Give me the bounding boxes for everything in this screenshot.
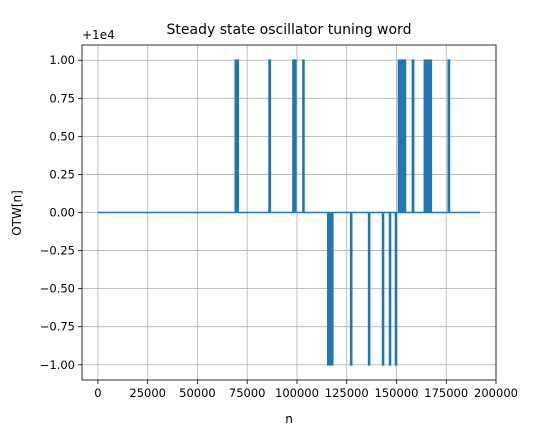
x-tick-label: 25000 (129, 386, 166, 400)
y-tick-label: −0.75 (40, 320, 75, 334)
x-axis: 0 25000 50000 75000 100000 125000 150000 175000… (94, 380, 518, 400)
x-axis-label: n (285, 412, 293, 426)
y-tick-label: −1.00 (40, 358, 75, 372)
y-tick-label: −0.25 (40, 244, 75, 258)
y-axis-label: OTW[n] (10, 190, 24, 236)
x-tick-label: 100000 (275, 386, 319, 400)
y-tick-label: −0.50 (40, 282, 75, 296)
x-tick-label: 125000 (325, 386, 369, 400)
y-tick-label: 0.00 (49, 206, 75, 220)
chart-title: Steady state oscillator tuning word (167, 22, 412, 38)
x-tick-label: 200000 (474, 386, 518, 400)
y-offset-label: +1e4 (82, 28, 115, 42)
x-tick-label: 175000 (424, 386, 468, 400)
y-tick-label: 0.25 (49, 167, 75, 181)
otw-series-line (97, 59, 481, 366)
x-tick-label: 0 (94, 386, 101, 400)
y-axis: −1.00 −0.75 −0.50 −0.25 0.00 0.25 0.50 0.75 1.00 (40, 53, 82, 372)
x-tick-label: 150000 (375, 386, 419, 400)
x-tick-label: 75000 (229, 386, 266, 400)
y-tick-label: 1.00 (49, 53, 75, 67)
x-tick-label: 50000 (179, 386, 216, 400)
y-tick-label: 0.75 (49, 91, 75, 105)
series-line (97, 59, 481, 366)
y-tick-label: 0.50 (49, 129, 75, 143)
